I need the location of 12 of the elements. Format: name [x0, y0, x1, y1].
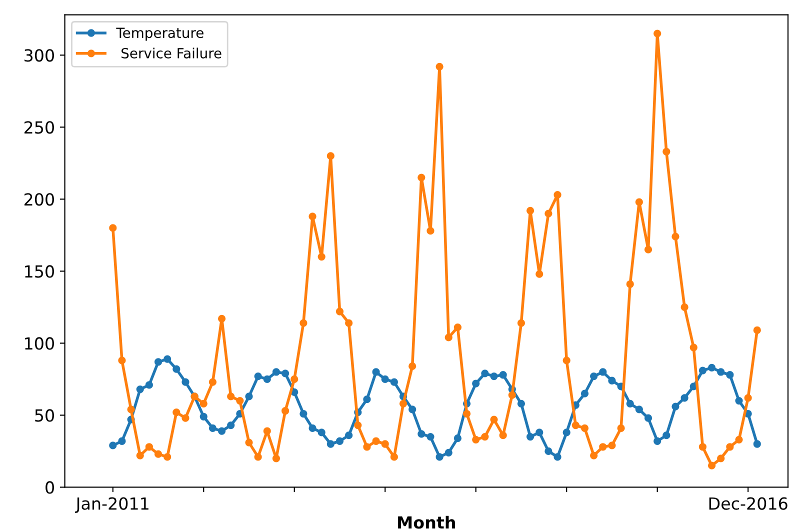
y-tick-label: 150	[25, 265, 54, 278]
x-tick-label: Dec-2016	[709, 497, 788, 510]
x-tick-label: Jan-2011	[74, 497, 148, 513]
y-tick-label: 50	[35, 409, 54, 422]
y-tick-label: 100	[25, 337, 54, 350]
legend-label: Temperature	[116, 28, 204, 41]
y-tick-label: 0	[46, 481, 54, 494]
y-tick-label: 200	[24, 193, 54, 206]
x-axis-title: Month	[398, 516, 455, 529]
y-tick-label: 300	[24, 49, 54, 62]
legend-label: Service Failure	[122, 48, 222, 58]
y-tick-label: 250	[24, 121, 54, 134]
